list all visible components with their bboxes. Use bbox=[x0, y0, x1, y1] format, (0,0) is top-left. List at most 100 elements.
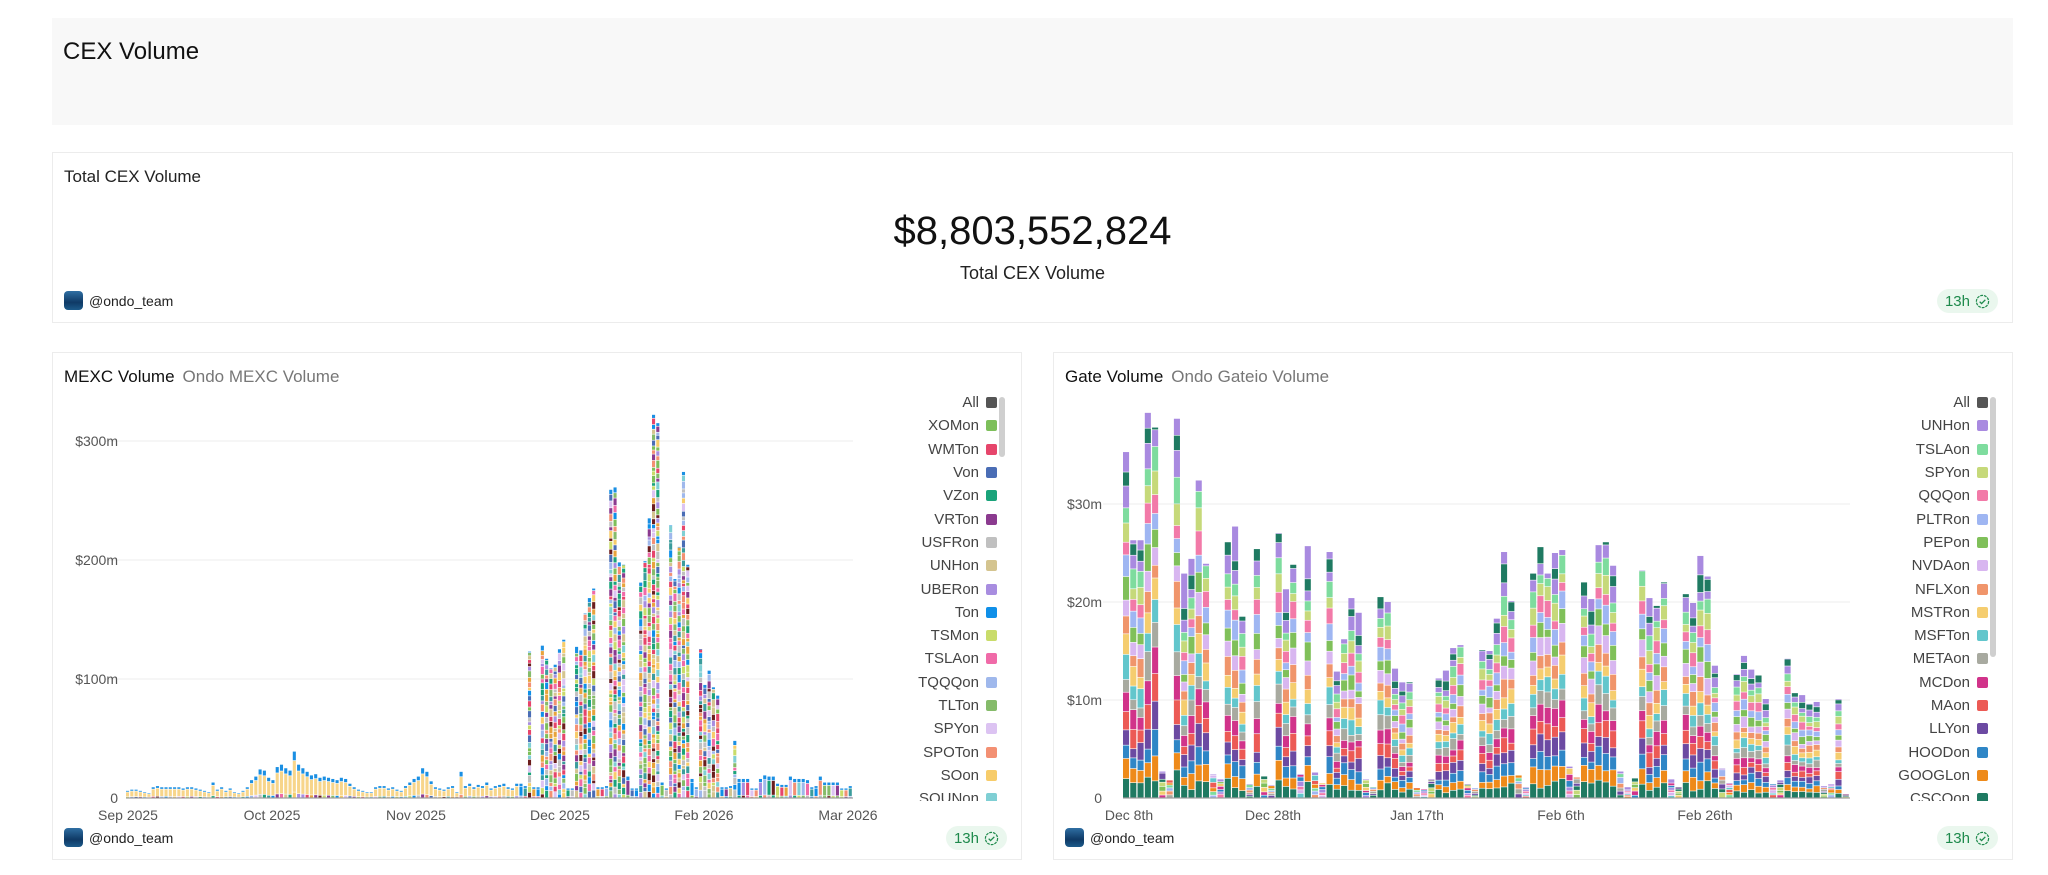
bar[interactable] bbox=[451, 786, 455, 798]
bar[interactable] bbox=[1493, 618, 1500, 798]
bar[interactable] bbox=[1217, 779, 1224, 798]
bar[interactable] bbox=[1428, 779, 1435, 798]
legend-item[interactable]: PEPon bbox=[1858, 531, 1998, 554]
bar[interactable] bbox=[818, 776, 822, 798]
bar[interactable] bbox=[1588, 599, 1595, 798]
bar[interactable] bbox=[275, 767, 279, 798]
bar[interactable] bbox=[763, 775, 767, 798]
bar[interactable] bbox=[643, 561, 647, 798]
bar[interactable] bbox=[523, 786, 527, 798]
bar[interactable] bbox=[780, 784, 784, 798]
bar[interactable] bbox=[1202, 563, 1210, 798]
bar[interactable] bbox=[703, 684, 707, 798]
bar[interactable] bbox=[733, 740, 737, 798]
bar[interactable] bbox=[1275, 533, 1282, 798]
bar[interactable] bbox=[1457, 645, 1464, 798]
bar[interactable] bbox=[1813, 701, 1820, 798]
bar[interactable] bbox=[827, 782, 831, 798]
bar[interactable] bbox=[728, 786, 733, 798]
bar[interactable] bbox=[245, 787, 249, 798]
legend-item[interactable]: PLTRon bbox=[1858, 507, 1998, 530]
bar[interactable] bbox=[1341, 639, 1348, 798]
bar[interactable] bbox=[412, 778, 416, 798]
bar[interactable] bbox=[472, 787, 476, 798]
bar[interactable] bbox=[515, 783, 519, 798]
bar[interactable] bbox=[1486, 651, 1493, 798]
bar[interactable] bbox=[532, 787, 536, 798]
legend-item[interactable]: MCDon bbox=[1858, 671, 1998, 694]
bar[interactable] bbox=[575, 646, 579, 798]
bar[interactable] bbox=[403, 786, 408, 798]
bar[interactable] bbox=[652, 414, 656, 798]
bar[interactable] bbox=[352, 787, 356, 798]
bar[interactable] bbox=[1268, 785, 1275, 798]
bar[interactable] bbox=[1748, 669, 1755, 798]
bar[interactable] bbox=[801, 778, 805, 798]
bar[interactable] bbox=[134, 789, 138, 798]
bar[interactable] bbox=[480, 786, 485, 798]
bar[interactable] bbox=[314, 774, 318, 798]
bar[interactable] bbox=[442, 789, 446, 798]
bar[interactable] bbox=[164, 787, 168, 798]
bar[interactable] bbox=[194, 788, 198, 798]
bar[interactable] bbox=[1442, 670, 1449, 798]
bar[interactable] bbox=[1631, 778, 1638, 798]
bar[interactable] bbox=[1239, 616, 1246, 798]
bar[interactable] bbox=[737, 778, 741, 798]
bar[interactable] bbox=[399, 790, 403, 798]
bar[interactable] bbox=[250, 780, 254, 798]
bar[interactable] bbox=[160, 787, 164, 798]
legend-item[interactable]: NVDAon bbox=[1858, 554, 1998, 577]
bar[interactable] bbox=[596, 787, 600, 798]
bar[interactable] bbox=[202, 790, 207, 798]
bar[interactable] bbox=[694, 787, 698, 798]
bar[interactable] bbox=[1828, 784, 1835, 798]
legend-item[interactable]: SOUNon bbox=[867, 787, 1007, 801]
bar[interactable] bbox=[1624, 787, 1631, 798]
bar[interactable] bbox=[758, 778, 762, 798]
bar[interactable] bbox=[844, 788, 848, 798]
legend-item[interactable]: TSLAon bbox=[867, 647, 1007, 670]
bar[interactable] bbox=[198, 789, 202, 798]
bar[interactable] bbox=[545, 658, 549, 798]
bar[interactable] bbox=[1464, 784, 1471, 798]
bar[interactable] bbox=[258, 769, 262, 798]
bar[interactable] bbox=[592, 588, 596, 798]
bar[interactable] bbox=[1551, 553, 1558, 798]
bar[interactable] bbox=[1675, 787, 1682, 798]
bar[interactable] bbox=[609, 489, 613, 798]
bar[interactable] bbox=[771, 776, 775, 798]
bar[interactable] bbox=[724, 787, 728, 798]
bar[interactable] bbox=[1224, 542, 1231, 798]
bar[interactable] bbox=[1711, 665, 1718, 798]
bar[interactable] bbox=[690, 778, 694, 798]
legend-item[interactable]: MAon bbox=[1858, 694, 1998, 717]
bar[interactable] bbox=[1566, 766, 1573, 798]
bar[interactable] bbox=[326, 777, 331, 798]
legend-item[interactable]: XOMon bbox=[867, 414, 1007, 437]
bar[interactable] bbox=[185, 787, 189, 798]
bar[interactable] bbox=[429, 781, 433, 798]
bar[interactable] bbox=[784, 784, 788, 798]
bar[interactable] bbox=[224, 790, 228, 798]
bar[interactable] bbox=[1137, 540, 1144, 798]
bar[interactable] bbox=[1581, 582, 1588, 798]
bar[interactable] bbox=[1755, 675, 1762, 798]
bar[interactable] bbox=[151, 787, 155, 798]
legend-item[interactable]: UNHon bbox=[1858, 414, 1998, 437]
bar[interactable] bbox=[220, 787, 224, 798]
bar[interactable] bbox=[1195, 480, 1202, 798]
bar[interactable] bbox=[1704, 576, 1711, 798]
bar[interactable] bbox=[138, 790, 142, 798]
bar[interactable] bbox=[527, 651, 532, 798]
bar[interactable] bbox=[1399, 682, 1406, 798]
bar[interactable] bbox=[455, 792, 459, 798]
bar[interactable] bbox=[254, 776, 258, 798]
bar[interactable] bbox=[1348, 598, 1355, 798]
bar[interactable] bbox=[630, 788, 634, 798]
bar[interactable] bbox=[656, 423, 660, 798]
legend-item[interactable]: TLTon bbox=[867, 694, 1007, 717]
legend-item[interactable]: GOOGLon bbox=[1858, 764, 1998, 787]
bar[interactable] bbox=[1152, 427, 1159, 798]
bar[interactable] bbox=[309, 775, 313, 798]
